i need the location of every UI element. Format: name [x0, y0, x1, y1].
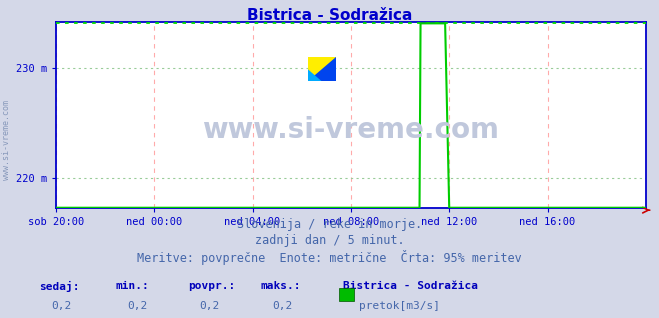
Text: Bistrica - Sodražica: Bistrica - Sodražica [247, 8, 412, 23]
Text: sedaj:: sedaj: [40, 281, 80, 293]
Text: www.si-vreme.com: www.si-vreme.com [202, 116, 500, 144]
Text: Bistrica - Sodražica: Bistrica - Sodražica [343, 281, 478, 291]
Polygon shape [308, 69, 322, 81]
Text: 0,2: 0,2 [51, 301, 72, 310]
Text: maks.:: maks.: [260, 281, 301, 291]
Text: zadnji dan / 5 minut.: zadnji dan / 5 minut. [254, 234, 405, 247]
Text: min.:: min.: [115, 281, 149, 291]
Text: www.si-vreme.com: www.si-vreme.com [2, 100, 11, 180]
Text: Meritve: povprečne  Enote: metrične  Črta: 95% meritev: Meritve: povprečne Enote: metrične Črta:… [137, 250, 522, 265]
Text: povpr.:: povpr.: [188, 281, 235, 291]
Text: 0,2: 0,2 [272, 301, 293, 310]
Text: Slovenija / reke in morje.: Slovenija / reke in morje. [237, 218, 422, 231]
Text: 0,2: 0,2 [200, 301, 220, 310]
Polygon shape [308, 58, 335, 81]
Text: 0,2: 0,2 [127, 301, 148, 310]
Text: pretok[m3/s]: pretok[m3/s] [359, 301, 440, 310]
